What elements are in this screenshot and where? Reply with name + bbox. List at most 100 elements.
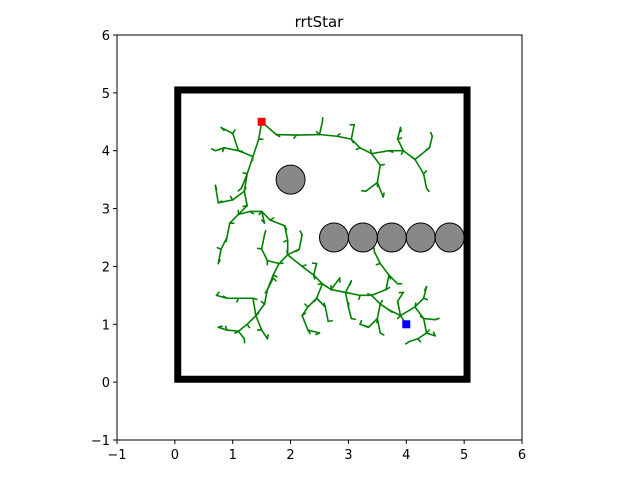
tree-twig xyxy=(382,192,385,198)
tree-twig xyxy=(266,333,269,340)
tree-edge xyxy=(388,274,399,285)
x-tick-label: 4 xyxy=(402,448,410,463)
tree-edge xyxy=(243,190,248,207)
tree-edge xyxy=(315,282,324,300)
tree-edge xyxy=(422,317,428,334)
tree-edge xyxy=(231,190,246,201)
tree-edge xyxy=(260,233,266,250)
tree-twig xyxy=(220,126,225,132)
tree-edge xyxy=(359,323,370,328)
tree-edge xyxy=(286,254,303,268)
tree-edge xyxy=(295,133,321,136)
tree-edge xyxy=(229,213,240,224)
tree-edge xyxy=(260,210,272,221)
tree-edge xyxy=(269,219,286,227)
tree-twig xyxy=(359,319,363,326)
tree-edge xyxy=(298,233,303,250)
tree-twig xyxy=(429,131,434,138)
tree-edge xyxy=(428,135,434,149)
tree-edge xyxy=(255,314,263,331)
tree-edge xyxy=(312,274,324,285)
tree-edge xyxy=(330,288,347,294)
tree-edge xyxy=(370,149,390,155)
x-tick-label: 2 xyxy=(286,448,294,463)
tree-edge xyxy=(425,332,437,337)
tree-twig xyxy=(350,317,357,321)
tree-twig xyxy=(261,219,266,224)
tree-twig xyxy=(379,332,385,336)
y-tick-label: −1 xyxy=(91,434,110,449)
tree-edge xyxy=(370,294,382,305)
obstacle-circle xyxy=(319,222,349,253)
tree-layer xyxy=(211,117,440,345)
tree-edge xyxy=(414,297,425,308)
tree-edge xyxy=(388,309,402,317)
tree-edge xyxy=(321,282,332,291)
tree-edge xyxy=(376,303,382,320)
tree-edge xyxy=(263,288,269,305)
tree-edge xyxy=(260,248,269,262)
tree-edge xyxy=(408,337,419,343)
tree-twig xyxy=(425,187,430,193)
tree-twig xyxy=(237,187,243,192)
tree-edge xyxy=(283,225,289,242)
tree-twig xyxy=(327,319,333,323)
tree-edge xyxy=(217,326,228,331)
tree-edge xyxy=(231,132,240,152)
axes-frame xyxy=(116,34,523,441)
tree-edge xyxy=(318,133,338,138)
y-tick-label: 5 xyxy=(102,87,110,102)
y-tick-label: 3 xyxy=(102,203,110,218)
tree-twig xyxy=(215,291,220,297)
tree-edge xyxy=(223,147,240,152)
tree-twig xyxy=(299,230,303,236)
tree-twig xyxy=(405,340,410,345)
boundary-layer xyxy=(174,86,471,383)
tree-edge xyxy=(252,297,257,317)
tree-edge xyxy=(237,210,251,216)
tree-twig xyxy=(349,280,353,286)
tree-edge xyxy=(246,155,254,175)
tree-edge xyxy=(370,288,387,297)
x-tick-label: 5 xyxy=(460,448,468,463)
tree-edge xyxy=(399,306,416,317)
y-tick-label: 0 xyxy=(102,376,110,391)
tree-edge xyxy=(330,277,341,291)
tree-edge xyxy=(275,133,298,136)
x-tick-label: 6 xyxy=(518,448,526,463)
goal-marker xyxy=(402,320,411,329)
y-tick-label: 6 xyxy=(102,29,110,44)
tree-twig xyxy=(423,285,428,292)
y-tick-label: 4 xyxy=(102,145,110,160)
tree-edge xyxy=(318,120,324,136)
tree-edge xyxy=(385,274,390,291)
tree-edge xyxy=(237,330,246,340)
tree-edge xyxy=(312,262,318,276)
tree-edge xyxy=(396,126,402,140)
tree-twig xyxy=(211,148,217,152)
tree-edge xyxy=(422,317,437,321)
tree-edge xyxy=(373,251,382,265)
tree-edge xyxy=(215,294,228,300)
tree-edge xyxy=(370,152,382,166)
tree-edge xyxy=(272,262,280,276)
tree-edge xyxy=(301,265,315,276)
y-tick-label: 1 xyxy=(102,318,110,333)
tree-edge xyxy=(315,297,327,308)
obstacle-circle xyxy=(347,222,378,253)
tree-edge xyxy=(246,314,257,326)
tree-edge xyxy=(220,236,228,250)
tree-edge xyxy=(376,317,382,334)
tree-edge xyxy=(417,332,428,340)
tree-edge xyxy=(237,323,248,333)
tree-edge xyxy=(422,173,428,190)
tree-edge xyxy=(214,147,225,152)
tree-twig xyxy=(434,317,440,321)
tree-edge xyxy=(260,210,266,224)
tree-edge xyxy=(344,291,361,297)
tree-edge xyxy=(226,222,231,239)
boundary-wall xyxy=(174,86,471,383)
tree-edge xyxy=(350,123,356,140)
tree-twig xyxy=(217,259,221,265)
